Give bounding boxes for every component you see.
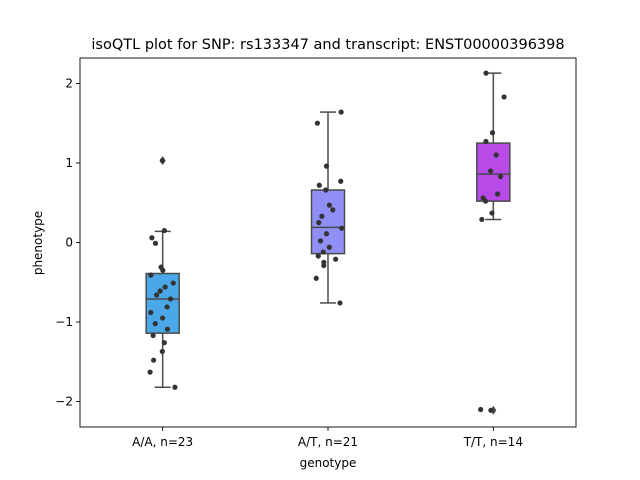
data-point bbox=[313, 275, 319, 281]
data-point bbox=[326, 244, 332, 250]
x-tick-label: T/T, n=14 bbox=[463, 435, 523, 449]
data-point bbox=[333, 256, 339, 262]
data-point bbox=[483, 198, 489, 204]
data-point bbox=[319, 213, 325, 219]
data-point bbox=[164, 304, 170, 310]
data-point bbox=[159, 157, 165, 164]
data-point bbox=[160, 315, 166, 321]
data-point bbox=[152, 321, 158, 327]
data-point bbox=[337, 300, 343, 306]
data-point bbox=[326, 202, 333, 208]
data-point bbox=[488, 407, 494, 413]
data-point bbox=[160, 267, 166, 273]
data-point bbox=[493, 152, 499, 158]
data-point bbox=[315, 253, 321, 259]
data-point bbox=[495, 191, 501, 197]
data-point bbox=[478, 406, 484, 413]
data-point bbox=[316, 220, 322, 226]
y-tick-label: −1 bbox=[55, 315, 73, 329]
data-point bbox=[161, 340, 167, 346]
x-axis-label: genotype bbox=[300, 456, 357, 470]
data-point bbox=[497, 173, 504, 180]
data-point bbox=[483, 138, 489, 145]
data-point bbox=[330, 207, 336, 213]
data-point bbox=[320, 249, 326, 255]
data-point bbox=[338, 225, 345, 231]
data-point bbox=[479, 216, 485, 223]
data-point bbox=[317, 238, 324, 244]
data-point bbox=[148, 272, 154, 278]
data-point bbox=[148, 309, 154, 316]
data-point bbox=[154, 292, 160, 298]
data-point bbox=[501, 94, 507, 100]
data-point bbox=[170, 280, 176, 286]
chart-title: isoQTL plot for SNP: rs133347 and transc… bbox=[91, 37, 564, 53]
data-point bbox=[151, 357, 157, 363]
data-point bbox=[164, 326, 171, 332]
data-point bbox=[323, 231, 330, 237]
data-point bbox=[483, 70, 489, 76]
data-point bbox=[159, 348, 165, 355]
data-point bbox=[323, 187, 329, 193]
data-point bbox=[316, 182, 322, 188]
data-point bbox=[338, 109, 344, 115]
x-tick-label: A/A, n=23 bbox=[132, 435, 193, 449]
plot-area bbox=[145, 70, 511, 415]
y-axis-label: phenotype bbox=[31, 211, 45, 275]
data-point bbox=[321, 262, 327, 269]
data-point bbox=[152, 240, 159, 246]
y-tick-label: 1 bbox=[65, 156, 73, 170]
data-point bbox=[489, 130, 496, 136]
box-iqr bbox=[476, 142, 511, 202]
data-point bbox=[157, 288, 163, 294]
data-point bbox=[172, 384, 178, 390]
data-point bbox=[149, 235, 155, 241]
data-point bbox=[161, 227, 167, 234]
x-tick-label: A/T, n=21 bbox=[298, 435, 358, 449]
y-tick-label: 0 bbox=[65, 236, 73, 250]
data-point bbox=[487, 168, 494, 174]
y-tick-label: −2 bbox=[55, 395, 73, 409]
data-point bbox=[489, 210, 495, 216]
data-point bbox=[323, 163, 330, 169]
data-point bbox=[147, 369, 153, 375]
data-point bbox=[150, 332, 156, 339]
axes: −2 −1 0 1 2 A/A, n=23 A/T, n=21 T/T, n=14 bbox=[55, 76, 523, 449]
data-point bbox=[314, 120, 320, 126]
data-point bbox=[167, 296, 174, 302]
data-point bbox=[162, 284, 168, 290]
y-tick-label: 2 bbox=[65, 76, 73, 90]
data-point bbox=[338, 178, 344, 184]
